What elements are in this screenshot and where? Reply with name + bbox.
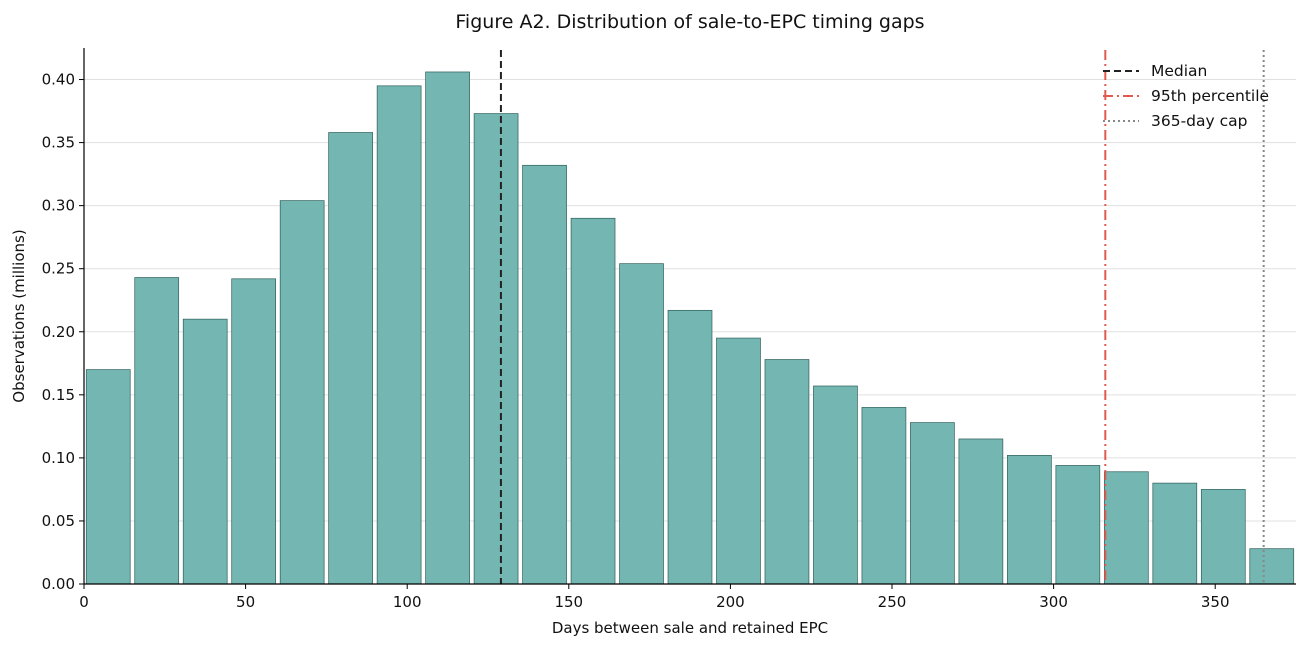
x-tick-label: 300 (1039, 593, 1068, 611)
histogram-bar (861, 407, 907, 585)
legend-label: 365-day cap (1151, 112, 1247, 130)
histogram-bar (958, 438, 1004, 585)
legend-label: 95th percentile (1151, 87, 1269, 105)
legend-label: Median (1151, 62, 1207, 80)
histogram-bar (1249, 548, 1295, 585)
histogram-bar (1200, 489, 1246, 585)
chart-title: Figure A2. Distribution of sale-to-EPC t… (455, 11, 924, 33)
x-tick-label: 150 (554, 593, 583, 611)
histogram-bar (619, 263, 664, 585)
histogram-bar (1152, 482, 1198, 585)
x-tick-label: 350 (1201, 593, 1230, 611)
x-axis-label: Days between sale and retained EPC (552, 619, 828, 637)
y-tick-label: 0.20 (42, 323, 75, 341)
histogram-bar (85, 369, 131, 585)
x-tick-label: 250 (878, 593, 907, 611)
histogram-bar (764, 359, 810, 585)
y-tick-label: 0.15 (42, 386, 75, 404)
histogram-bar (376, 85, 422, 585)
x-tick-label: 0 (79, 593, 89, 611)
x-tick-label: 100 (393, 593, 422, 611)
histogram-bar (279, 200, 325, 585)
histogram-bar (667, 309, 713, 585)
histogram-bar (716, 337, 761, 585)
x-tick-label: 50 (236, 593, 255, 611)
y-tick-label: 0.35 (42, 134, 75, 152)
y-axis-label: Observations (millions) (10, 229, 28, 402)
histogram-bar (328, 132, 373, 585)
histogram-bar (231, 278, 277, 585)
histogram-bar (425, 71, 470, 585)
histogram-bar (1103, 471, 1149, 585)
histogram-bar (910, 422, 955, 585)
histogram-bar (134, 277, 180, 585)
bars-layer (85, 71, 1295, 585)
y-tick-label: 0.25 (42, 260, 75, 278)
axes-layer (83, 48, 1296, 585)
x-tick-label: 200 (716, 593, 745, 611)
histogram-bar (182, 318, 228, 585)
y-tick-label: 0.30 (42, 197, 75, 215)
histogram-bar (1055, 465, 1101, 585)
histogram-bar (522, 164, 567, 585)
histogram-bar (813, 385, 858, 585)
reference-lines-layer (499, 50, 1265, 584)
y-tick-label: 0.40 (42, 71, 75, 89)
y-tick-label: 0.00 (42, 575, 75, 593)
y-tick-label: 0.10 (42, 449, 75, 467)
ticks-layer: 0 50 100 150 200 250 300 350 0.00 0.05 0.10 0.15 0.2… (42, 71, 1230, 611)
histogram-bar (1007, 455, 1052, 585)
legend: Median 95th percentile 365-day cap (1103, 62, 1269, 130)
histogram-bar (473, 113, 519, 585)
y-tick-label: 0.05 (42, 512, 75, 530)
histogram-bar (570, 217, 616, 585)
